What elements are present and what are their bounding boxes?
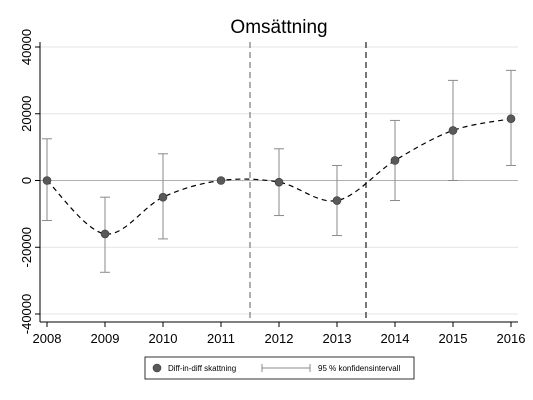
y-tick-label-4: 40000	[19, 29, 34, 65]
data-point-2010	[158, 192, 168, 202]
legend-point-icon	[152, 363, 162, 373]
y-tick-label-3: 20000	[19, 96, 34, 132]
legend-label-ci: 95 % konfidensintervall	[318, 364, 400, 373]
y-tick-label-2: 0	[19, 177, 34, 184]
data-point-2008	[42, 176, 52, 185]
x-tick-label-1: 2009	[91, 331, 120, 346]
x-tick-label-6: 2014	[381, 331, 410, 346]
x-tick-label-0: 2008	[33, 331, 62, 346]
x-tick-label-8: 2016	[497, 331, 526, 346]
data-point-2013	[332, 196, 342, 205]
legend: Diff-in-diff skattning 95 % konfidensinte…	[144, 356, 415, 380]
legend-label-estimate: Diff-in-diff skattning	[168, 364, 236, 373]
data-point-2012	[274, 177, 284, 187]
estimate-line	[46, 118, 512, 235]
y-tick-label-1: -20000	[19, 227, 34, 267]
data-point-2011	[216, 176, 226, 185]
x-tick-label-4: 2012	[265, 331, 294, 346]
y-tick-label-0: -40000	[19, 294, 34, 334]
data-point-2016	[506, 114, 516, 124]
x-tick-label-3: 2011	[207, 331, 235, 346]
data-point-2009	[100, 229, 110, 239]
estimate-points	[42, 114, 516, 239]
data-point-2014	[390, 156, 400, 165]
chart-title: Omsättning	[230, 17, 327, 38]
x-tick-label-5: 2013	[323, 331, 352, 346]
x-tick-label-2: 2010	[149, 331, 178, 346]
axes: -40000 -20000 0 20000 40000 2008 2009 2010 2011 2…	[19, 29, 525, 346]
x-tick-label-7: 2015	[439, 331, 468, 346]
reference-lines	[249, 42, 367, 322]
data-point-2015	[448, 126, 458, 135]
estimate-line-layer	[46, 118, 512, 235]
